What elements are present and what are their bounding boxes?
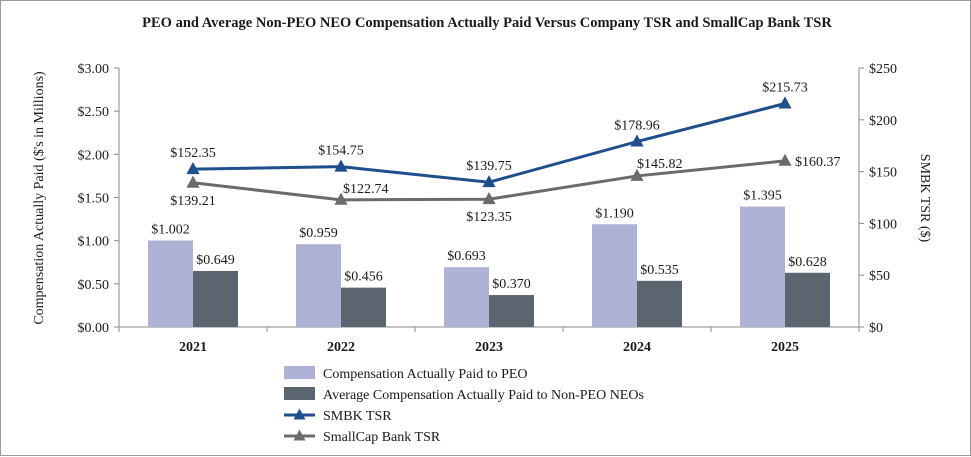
axes: $0.00 $0.50 $1.00 $1.50 $2.00 $2.50 $3.00 $0 $50… [78, 62, 898, 355]
series-marker [334, 159, 348, 172]
line-value-label: $123.35 [466, 210, 512, 225]
line-value-label: $139.21 [170, 194, 216, 209]
legend-label: Average Compensation Actually Paid to No… [323, 388, 644, 403]
y-tick-label: $2.50 [78, 105, 110, 120]
line-value-label: $139.75 [466, 159, 512, 174]
bar [489, 295, 534, 327]
series-marker [778, 96, 792, 109]
series-marker [778, 153, 792, 166]
bar-value-label: $0.959 [299, 226, 338, 241]
legend-label: SmallCap Bank TSR [323, 430, 441, 445]
bar [592, 224, 637, 327]
x-tick-label: 2024 [623, 340, 651, 355]
legend-label: SMBK TSR [323, 409, 392, 424]
bar [740, 206, 785, 327]
lines-group [186, 96, 792, 205]
line-value-label: $122.74 [343, 182, 389, 197]
legend: Compensation Actually Paid to PEO Average… [284, 366, 644, 445]
bar-value-label: $0.649 [196, 253, 235, 268]
legend-marker [293, 429, 306, 441]
bar-value-label: $1.190 [595, 206, 634, 221]
bar [637, 280, 682, 327]
y-tick-label: $0.50 [78, 278, 110, 293]
x-tick-label: 2025 [771, 340, 799, 355]
y2-tick-label: $150 [869, 166, 897, 181]
y-tick-label: $3.00 [78, 62, 110, 77]
y-tick-label: $1.00 [78, 235, 110, 250]
x-tick-label: 2022 [327, 340, 355, 355]
y-axis-label: Compensation Actually Paid ($'s in Milli… [32, 71, 47, 325]
y-tick-label: $1.50 [78, 192, 110, 207]
bar-value-label: $0.370 [492, 277, 531, 292]
line-value-label: $154.75 [318, 144, 364, 159]
y2-tick-label: $250 [869, 62, 897, 77]
series-marker [630, 168, 644, 181]
y2-tick-label: $0 [869, 321, 883, 336]
bar-value-label: $0.693 [447, 249, 486, 264]
y2-tick-label: $50 [869, 269, 890, 284]
chart-title: PEO and Average Non-PEO NEO Compensation… [142, 15, 832, 31]
line-value-label: $215.73 [762, 81, 808, 96]
line-value-label: $152.35 [170, 146, 216, 161]
x-tick-label: 2021 [179, 340, 207, 355]
line-value-label: $145.82 [637, 157, 683, 172]
y-tick-label: $2.00 [78, 148, 110, 163]
bar-value-label: $0.628 [788, 255, 827, 270]
line-value-label: $160.37 [795, 155, 841, 170]
series-marker [186, 162, 200, 175]
y2-tick-label: $100 [869, 217, 897, 232]
data-labels-group: $1.002 $0.959 $0.693 $1.190 $1.395 $0.649 $0.4… [151, 81, 840, 293]
bar [148, 240, 193, 327]
y2-axis-label: SMBK TSR ($) [917, 154, 932, 243]
legend-label: Compensation Actually Paid to PEO [323, 367, 528, 382]
bar [785, 272, 830, 327]
series-marker [482, 192, 496, 205]
legend-swatch [284, 387, 315, 400]
y2-tick-label: $200 [869, 114, 897, 129]
line-value-label: $178.96 [614, 119, 660, 134]
series-marker [334, 192, 348, 205]
bar-value-label: $1.002 [151, 222, 190, 237]
bar-value-label: $0.535 [640, 263, 679, 278]
bar [444, 267, 489, 327]
bar-value-label: $0.456 [344, 270, 383, 285]
x-tick-label: 2023 [475, 340, 503, 355]
series-marker [482, 175, 496, 188]
bar [341, 287, 386, 327]
series-marker [186, 175, 200, 188]
bar [296, 244, 341, 327]
legend-marker [293, 408, 306, 420]
y-tick-label: $0.00 [78, 321, 110, 336]
series-marker [630, 134, 644, 147]
bars-group [148, 206, 830, 327]
legend-swatch [284, 366, 315, 379]
bar [193, 270, 238, 327]
bar-value-label: $1.395 [743, 189, 782, 204]
